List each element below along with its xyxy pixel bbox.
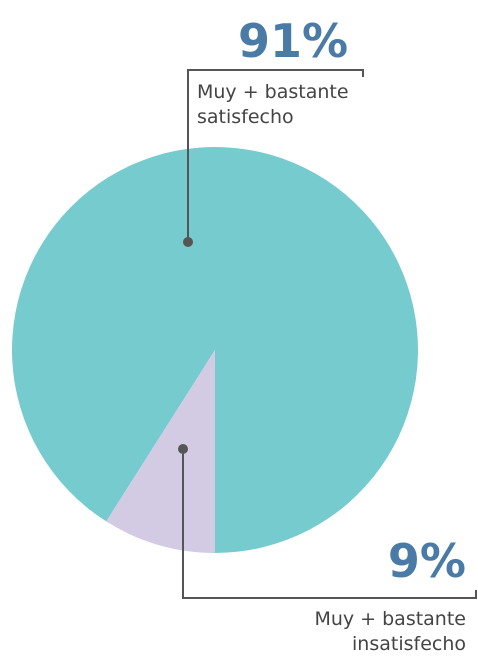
- leader-line: [187, 69, 364, 242]
- category-label: Muy + bastante insatisfecho: [314, 608, 466, 655]
- leader-dot: [178, 444, 188, 454]
- value-label: 91%: [238, 14, 349, 68]
- value-label: 9%: [387, 534, 466, 588]
- leader-line: [182, 449, 477, 599]
- leader-dot: [183, 237, 193, 247]
- category-label: Muy + bastante satisfecho: [197, 81, 349, 128]
- pie-slice: [106, 350, 215, 553]
